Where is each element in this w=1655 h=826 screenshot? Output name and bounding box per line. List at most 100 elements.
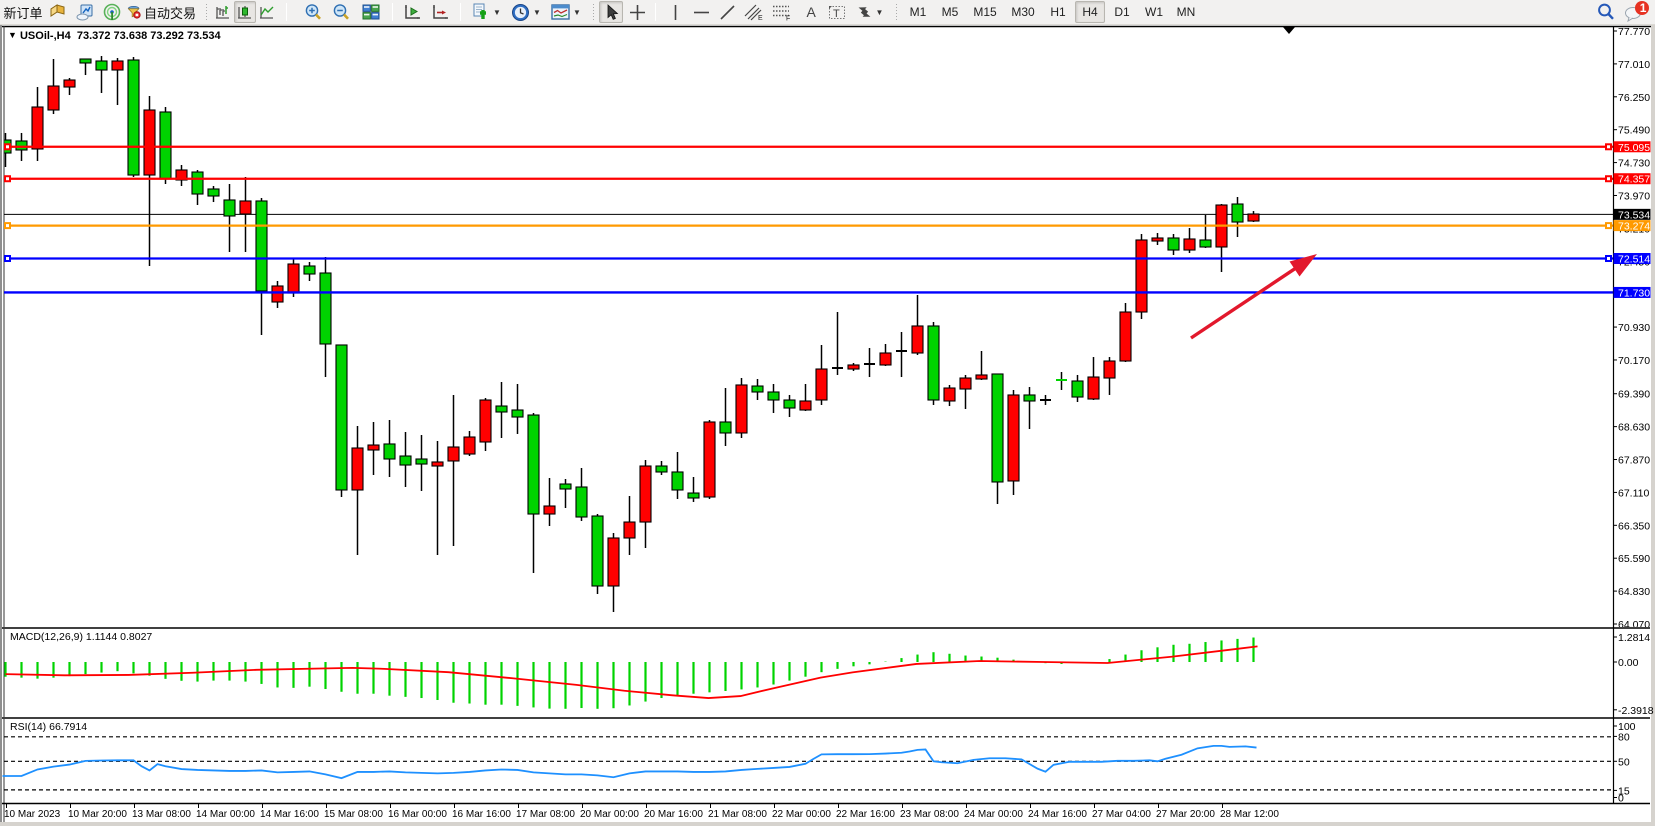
candle-body bbox=[1023, 394, 1036, 402]
macd-values: 1.1144 0.8027 bbox=[85, 631, 153, 643]
candle-body bbox=[767, 391, 780, 401]
strategy-tester-button[interactable] bbox=[73, 1, 97, 23]
timeframe-button-mn[interactable]: MN bbox=[1171, 1, 1201, 23]
time-axis-label: 17 Mar 08:00 bbox=[516, 809, 575, 820]
timeframe-button-m5[interactable]: M5 bbox=[935, 1, 965, 23]
zoom-in-button[interactable] bbox=[300, 1, 326, 23]
fibonacci-button[interactable]: F bbox=[769, 1, 795, 23]
autotrading-button[interactable]: 自动交易 bbox=[126, 1, 200, 23]
candlestick bbox=[79, 58, 92, 76]
chart-shift-button[interactable] bbox=[428, 1, 454, 23]
arrows-button[interactable]: ▼ bbox=[851, 1, 887, 23]
candle-body bbox=[175, 169, 188, 181]
crosshair-icon bbox=[629, 4, 645, 20]
new-chart-icon bbox=[473, 3, 487, 19]
time-axis-label: 23 Mar 08:00 bbox=[900, 809, 959, 820]
timeframe-label: M15 bbox=[973, 5, 997, 19]
periods-button[interactable]: ▼ bbox=[508, 1, 544, 23]
candlestick bbox=[1056, 371, 1067, 391]
toolbar-separator bbox=[460, 3, 461, 21]
candle-body bbox=[1119, 311, 1132, 362]
tester-icon bbox=[76, 4, 93, 20]
candle-body bbox=[1135, 239, 1148, 313]
candlestick bbox=[655, 460, 668, 476]
candlestick bbox=[1183, 227, 1196, 254]
tile-windows-button[interactable] bbox=[358, 1, 384, 23]
trendline-button[interactable] bbox=[715, 1, 739, 23]
equidistant-channel-button[interactable]: E bbox=[741, 1, 767, 23]
line-chart-button[interactable] bbox=[256, 1, 278, 23]
trend-arrow-head[interactable] bbox=[1289, 254, 1317, 277]
crosshair-button[interactable] bbox=[625, 1, 649, 23]
candlestick-chart-button[interactable] bbox=[234, 1, 256, 23]
icon-shape bbox=[1607, 13, 1614, 20]
candle-body bbox=[879, 352, 892, 366]
candle-body bbox=[623, 521, 636, 539]
candlestick bbox=[783, 394, 796, 418]
candle-body bbox=[639, 465, 652, 523]
icon-shape bbox=[1635, 1, 1649, 15]
candlestick bbox=[591, 514, 604, 595]
candlestick bbox=[575, 468, 588, 521]
timeframe-button-m15[interactable]: M15 bbox=[967, 1, 1003, 23]
market-watch-button[interactable] bbox=[46, 1, 70, 23]
rsi-axis-label: 100 bbox=[1618, 721, 1636, 733]
rsi-axis-label: 0 bbox=[1618, 793, 1624, 805]
candle-body bbox=[703, 421, 716, 498]
price-axis-label: 70.170 bbox=[1618, 355, 1650, 367]
new-chart-button[interactable]: ▼ bbox=[468, 1, 504, 23]
chart-shift-marker[interactable] bbox=[1283, 27, 1295, 34]
text-button[interactable]: A bbox=[799, 1, 823, 23]
timeframe-button-w1[interactable]: W1 bbox=[1139, 1, 1169, 23]
timeframe-button-m1[interactable]: M1 bbox=[903, 1, 933, 23]
new-order-button[interactable]: 新订单 bbox=[2, 1, 44, 23]
timeframe-button-h1[interactable]: H1 bbox=[1043, 1, 1073, 23]
auto-scroll-button[interactable] bbox=[400, 1, 426, 23]
trend-arrow-shaft[interactable] bbox=[1190, 264, 1300, 340]
hline-badge bbox=[1613, 173, 1651, 185]
icon-shape bbox=[858, 7, 868, 14]
icon-shape: A bbox=[806, 4, 816, 20]
vertical-line-button[interactable] bbox=[663, 1, 687, 23]
signals-button[interactable] bbox=[100, 1, 124, 23]
zoom-out-button[interactable] bbox=[328, 1, 354, 23]
icon-shape bbox=[860, 10, 870, 17]
candlestick bbox=[527, 412, 540, 574]
candlestick bbox=[511, 383, 524, 434]
candlestick bbox=[975, 351, 988, 381]
candlestick bbox=[1040, 394, 1051, 405]
rsi-line bbox=[2, 744, 1257, 780]
candlestick bbox=[335, 344, 348, 498]
cursor-button[interactable] bbox=[599, 1, 623, 23]
text-label-button[interactable]: T bbox=[825, 1, 849, 23]
candle-body bbox=[543, 505, 556, 515]
line-anchor-dot bbox=[1607, 224, 1610, 228]
time-axis-label: 14 Mar 00:00 bbox=[196, 809, 255, 820]
cursor-arrow-icon bbox=[607, 3, 618, 20]
timeframe-button-m30[interactable]: M30 bbox=[1005, 1, 1041, 23]
timeframe-button-h4[interactable]: H4 bbox=[1075, 1, 1105, 23]
candlestick bbox=[864, 348, 875, 378]
zoom-out-icon bbox=[333, 3, 349, 20]
timeframe-button-d1[interactable]: D1 bbox=[1107, 1, 1137, 23]
horizontal-line-button[interactable] bbox=[689, 1, 713, 23]
price-axis-label: 73.970 bbox=[1618, 190, 1650, 202]
templates-button[interactable]: ▼ bbox=[548, 1, 584, 23]
candle-body bbox=[415, 458, 428, 465]
template-icon bbox=[551, 3, 570, 20]
chat-button[interactable]: 1 bbox=[1622, 1, 1652, 23]
rsi-name: RSI(14) bbox=[10, 721, 47, 733]
search-button[interactable] bbox=[1592, 1, 1620, 23]
candlestick bbox=[399, 431, 412, 488]
icon-shape bbox=[50, 4, 58, 17]
vertical-line-icon bbox=[674, 4, 676, 20]
candle-body bbox=[1167, 237, 1180, 251]
trendline-icon bbox=[719, 4, 735, 20]
bar-chart-button[interactable] bbox=[212, 1, 234, 23]
candle-body bbox=[799, 400, 812, 411]
hline-badge bbox=[1613, 220, 1651, 232]
candle-body bbox=[223, 199, 236, 217]
candlestick bbox=[911, 294, 924, 355]
candle-body bbox=[463, 436, 476, 455]
